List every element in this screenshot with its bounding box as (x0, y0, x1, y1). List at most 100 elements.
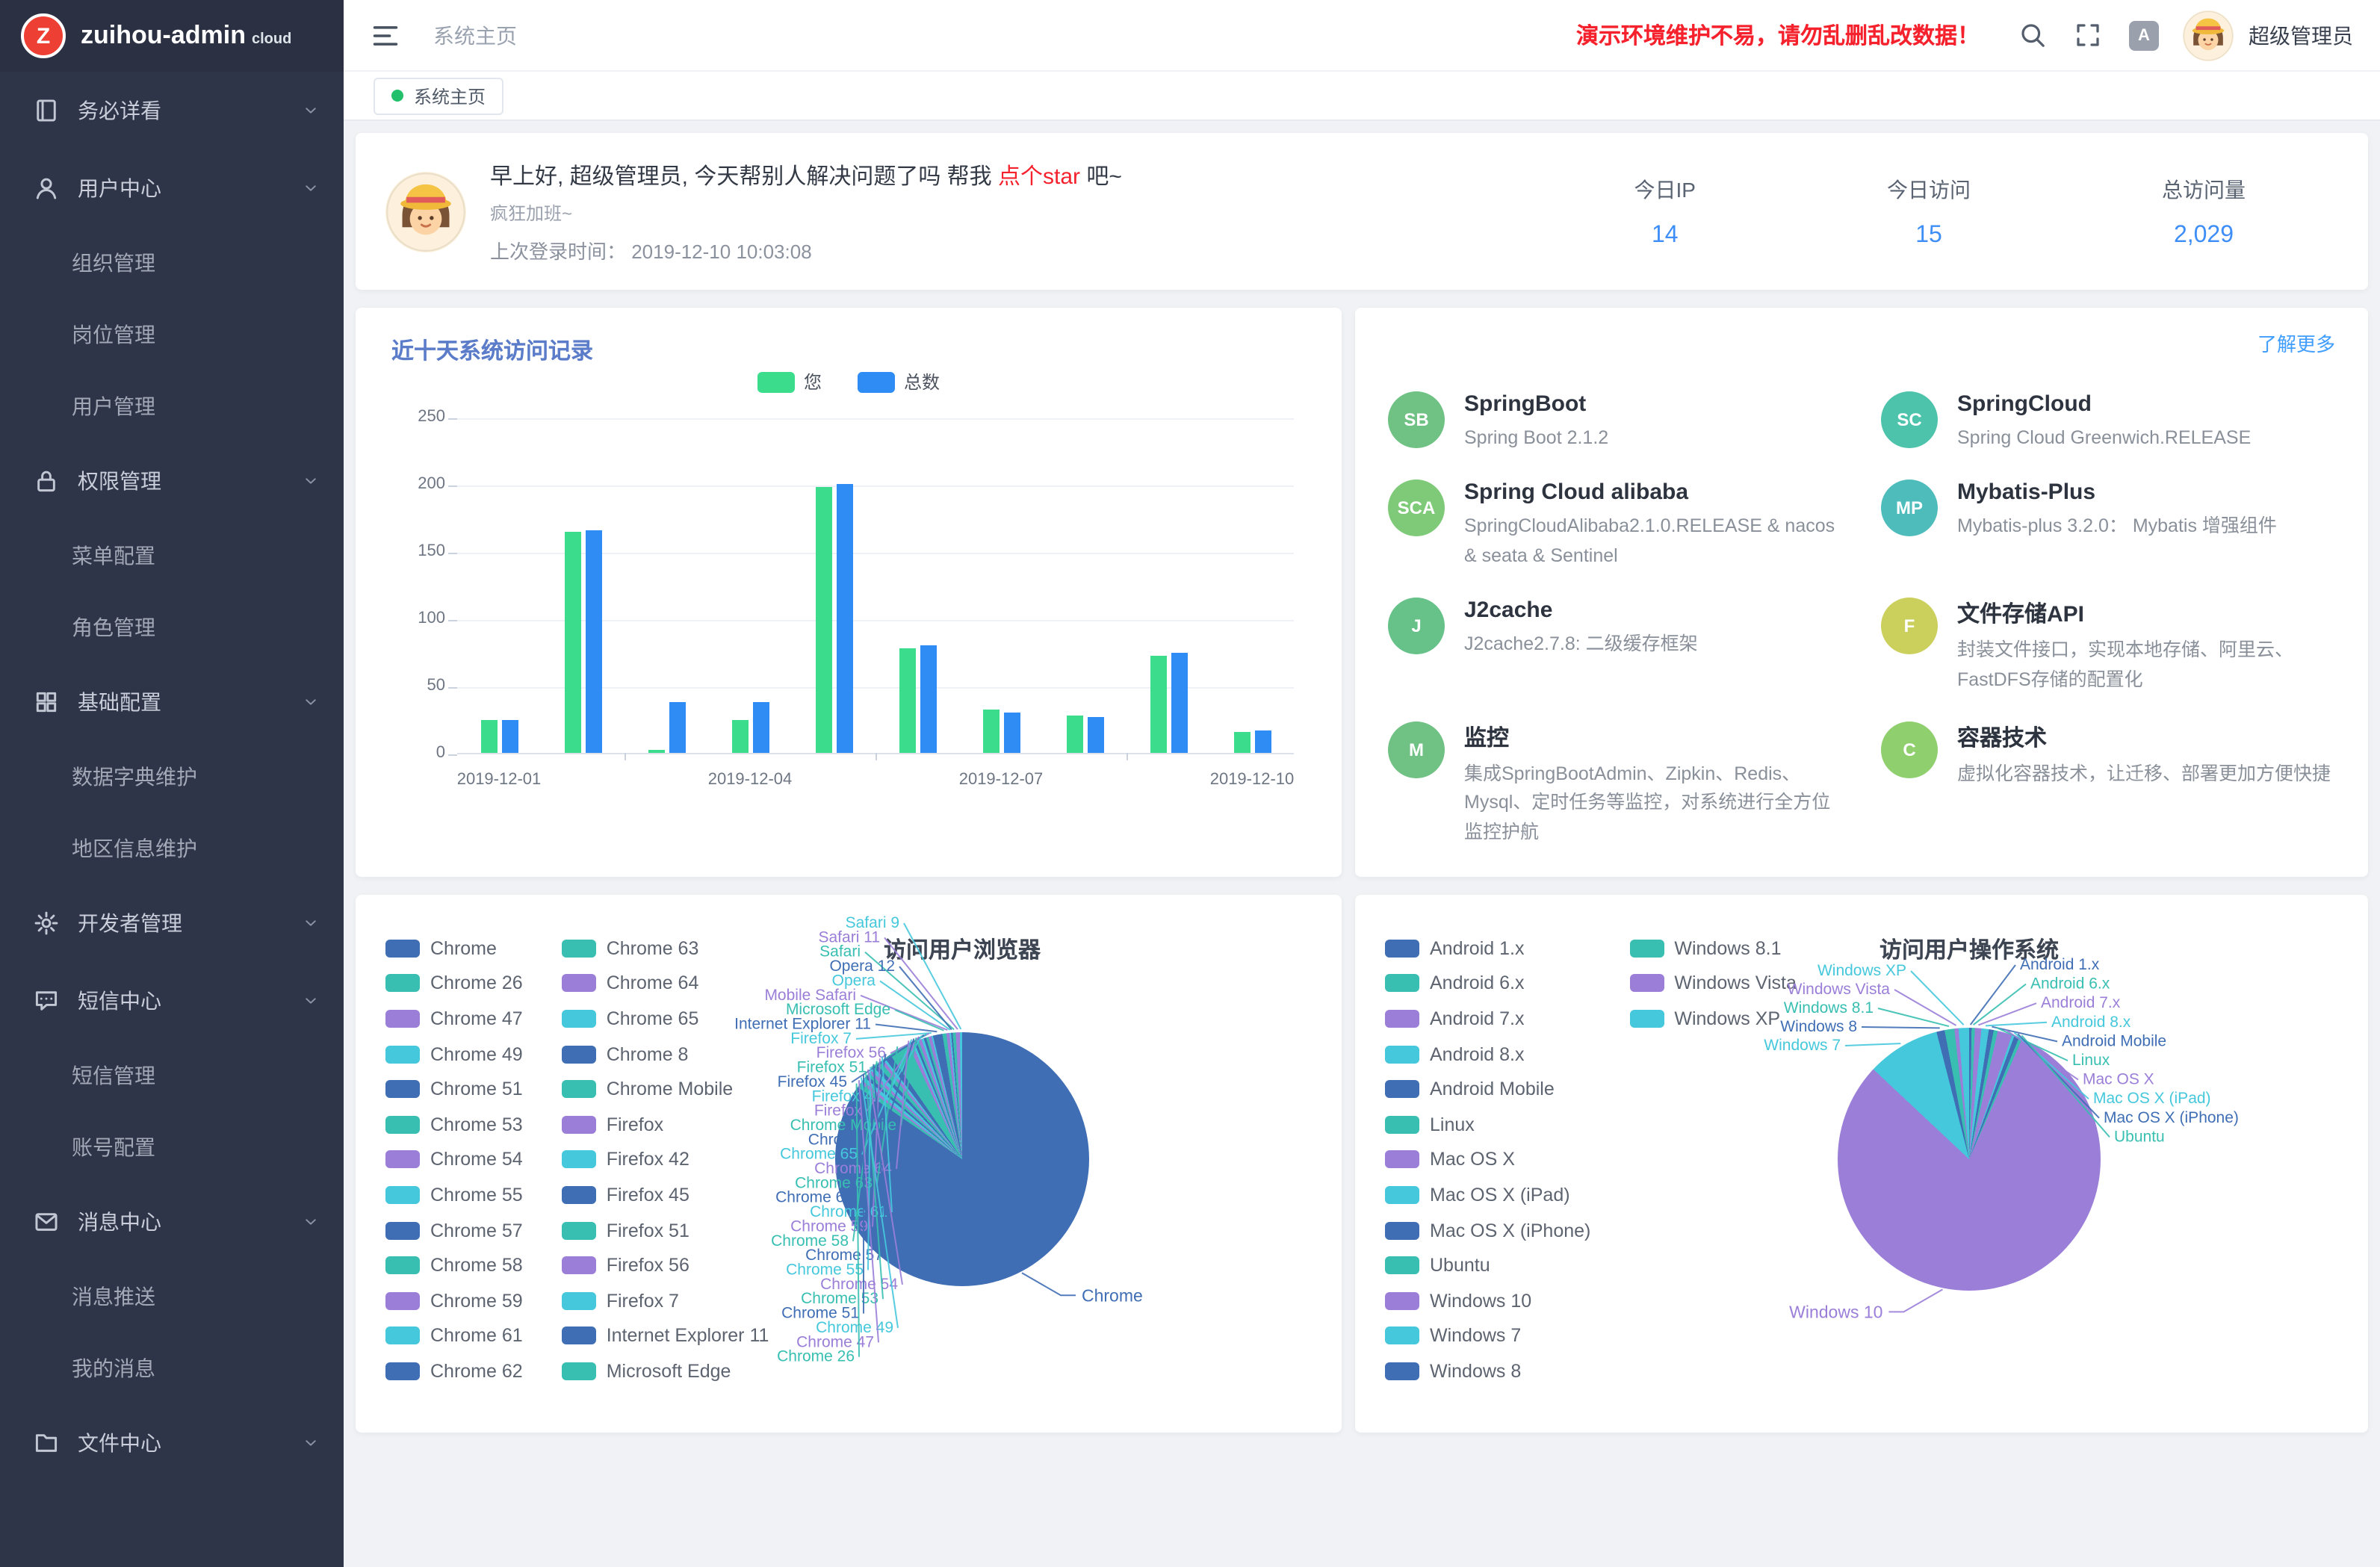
search-icon[interactable] (2018, 21, 2047, 49)
legend-item[interactable]: 您 (757, 369, 822, 394)
legend-item[interactable]: Ubuntu (1385, 1248, 1590, 1283)
legend-item[interactable]: Chrome 26 (385, 966, 523, 1001)
legend-item[interactable]: Chrome 58 (385, 1248, 523, 1283)
legend-swatch (1385, 1362, 1419, 1380)
legend-item[interactable]: Android 1.x (1385, 931, 1590, 966)
fullscreen-icon[interactable] (2074, 21, 2102, 49)
visits-bar-chart[interactable]: 0501001502002502019-12-012019-12-042019-… (457, 418, 1294, 754)
sidebar-subitem[interactable]: 角色管理 (0, 592, 344, 663)
bar[interactable] (648, 750, 664, 753)
svg-text:Mac OS X (iPhone): Mac OS X (iPhone) (2104, 1109, 2239, 1126)
legend-item[interactable]: Android 7.x (1385, 1001, 1590, 1036)
bar[interactable] (815, 487, 831, 753)
bar[interactable] (501, 719, 518, 753)
legend-item[interactable]: Chrome 57 (385, 1213, 523, 1248)
bar[interactable] (899, 648, 915, 753)
breadcrumb[interactable]: 系统主页 (433, 20, 517, 50)
greeting-card: 早上好, 超级管理员, 今天帮别人解决问题了吗 帮我 点个star 吧~ 疯狂加… (356, 133, 2368, 290)
sidebar-subitem[interactable]: 数据字典维护 (0, 741, 344, 813)
os-pie-chart[interactable]: 访问用户操作系统 Windows XPWindows VistaWindows … (1741, 910, 2352, 1418)
learn-more-link[interactable]: 了解更多 (2257, 329, 2335, 357)
legend-item[interactable]: Chrome 51 (385, 1072, 523, 1107)
tab-home[interactable]: 系统主页 (374, 77, 503, 114)
sidebar-subitem[interactable]: 我的消息 (0, 1332, 344, 1404)
star-link[interactable]: 点个star (998, 164, 1080, 189)
sms-icon (33, 987, 60, 1014)
bar[interactable] (1171, 654, 1187, 753)
legend-item[interactable]: Mac OS X (iPad) (1385, 1177, 1590, 1212)
sidebar-subitem[interactable]: 短信管理 (0, 1040, 344, 1111)
bar[interactable] (1254, 730, 1271, 753)
sidebar-subitem[interactable]: 账号配置 (0, 1111, 344, 1183)
legend-item[interactable]: Windows 8 (1385, 1353, 1590, 1388)
bar[interactable] (480, 721, 497, 753)
sidebar-subitem[interactable]: 组织管理 (0, 227, 344, 299)
bar[interactable] (1066, 716, 1082, 753)
feature-desc: 封装文件接口，实现本地存储、阿里云、FastDFS存储的配置化 (1957, 636, 2335, 695)
os-pie-disc[interactable] (1838, 1028, 2101, 1291)
bar[interactable] (752, 702, 769, 753)
feature-item: JJ2cacheJ2cache2.7.8: 二级缓存框架 (1388, 589, 1842, 704)
legend-item[interactable]: Chrome 47 (385, 1001, 523, 1036)
legend-swatch (562, 1256, 596, 1274)
bar[interactable] (731, 721, 748, 753)
sidebar-item-0[interactable]: 务必详看 (0, 72, 344, 149)
bar[interactable] (1003, 713, 1020, 753)
legend-label: Chrome 54 (430, 1149, 523, 1170)
bar[interactable] (585, 530, 601, 753)
sidebar-item-1[interactable]: 用户中心 (0, 149, 344, 227)
x-axis-label: 2019-12-10 (1189, 771, 1315, 789)
bar[interactable] (1087, 716, 1103, 753)
sidebar-item-5[interactable]: 短信中心 (0, 962, 344, 1040)
sidebar-subitem[interactable]: 地区信息维护 (0, 813, 344, 884)
sidebar-item-3[interactable]: 基础配置 (0, 663, 344, 741)
legend-item[interactable]: Linux (1385, 1107, 1590, 1142)
browser-pie-disc[interactable] (835, 1032, 1089, 1286)
legend-swatch (1385, 1256, 1419, 1274)
brand[interactable]: Z zuihou-admincloud (0, 0, 344, 72)
legend-swatch (385, 1327, 420, 1345)
legend-item[interactable]: Chrome (385, 931, 523, 966)
sidebar-item-4[interactable]: 开发者管理 (0, 884, 344, 962)
browser-pie-chart[interactable]: 访问用户浏览器 Safari 9Safari 11SafariOpera 12O… (723, 910, 1327, 1418)
bar[interactable] (920, 645, 936, 753)
stat-value: 14 (1634, 222, 1696, 249)
menu-fold-icon[interactable] (371, 20, 400, 50)
bar[interactable] (982, 710, 999, 753)
legend-swatch (562, 940, 596, 958)
legend-item[interactable]: Windows 10 (1385, 1283, 1590, 1318)
sidebar-subitem[interactable]: 菜单配置 (0, 520, 344, 592)
legend-item[interactable]: Chrome 54 (385, 1142, 523, 1177)
bar[interactable] (1233, 731, 1250, 753)
svg-text:Chrome 55: Chrome 55 (786, 1262, 864, 1279)
sidebar-subitem[interactable]: 岗位管理 (0, 299, 344, 370)
legend-item[interactable]: Android 8.x (1385, 1037, 1590, 1072)
legend-item[interactable]: Chrome 59 (385, 1283, 523, 1318)
legend-item[interactable]: Chrome 61 (385, 1318, 523, 1353)
legend-item[interactable]: Android Mobile (1385, 1072, 1590, 1107)
legend-item[interactable]: Chrome 49 (385, 1037, 523, 1072)
bar[interactable] (1150, 656, 1166, 753)
bar[interactable] (836, 484, 852, 753)
legend-item[interactable]: Chrome 53 (385, 1107, 523, 1142)
sidebar-item-2[interactable]: 权限管理 (0, 442, 344, 520)
user-avatar[interactable] (2183, 10, 2234, 60)
sidebar-item-6[interactable]: 消息中心 (0, 1183, 344, 1261)
sidebar-item-7[interactable]: 文件中心 (0, 1404, 344, 1482)
legend-item[interactable]: 总数 (858, 369, 940, 394)
bar[interactable] (564, 531, 580, 753)
sidebar-subitem[interactable]: 用户管理 (0, 370, 344, 442)
legend-item[interactable]: Mac OS X (1385, 1142, 1590, 1177)
legend-item[interactable]: Windows 7 (1385, 1318, 1590, 1353)
sidebar-subitem[interactable]: 消息推送 (0, 1261, 344, 1332)
legend-item[interactable]: Android 6.x (1385, 966, 1590, 1001)
legend-label: Chrome 53 (430, 1114, 523, 1135)
legend-item[interactable]: Chrome 55 (385, 1177, 523, 1212)
legend-item[interactable]: Mac OS X (iPhone) (1385, 1213, 1590, 1248)
username[interactable]: 超级管理员 (2249, 20, 2353, 50)
legend-label: Android 6.x (1430, 973, 1524, 994)
demo-warning-text: 演示环境维护不易，请勿乱删乱改数据！ (1576, 19, 1980, 51)
bar[interactable] (669, 702, 685, 753)
font-size-icon[interactable]: A (2129, 20, 2159, 50)
legend-item[interactable]: Chrome 62 (385, 1353, 523, 1388)
